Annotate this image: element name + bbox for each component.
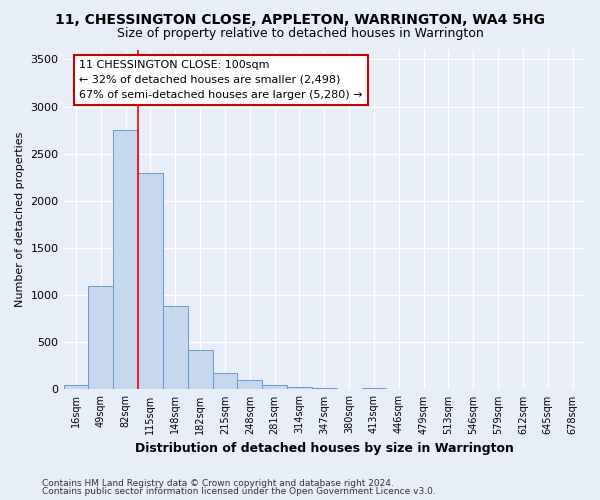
Text: Contains HM Land Registry data © Crown copyright and database right 2024.: Contains HM Land Registry data © Crown c… (42, 478, 394, 488)
Bar (138, 172, 163, 390)
Text: 11, CHESSINGTON CLOSE, APPLETON, WARRINGTON, WA4 5HG: 11, CHESSINGTON CLOSE, APPLETON, WARRING… (55, 12, 545, 26)
Bar (262, 384, 287, 390)
Bar (188, 350, 212, 390)
Bar (163, 306, 188, 390)
Bar (88, 286, 113, 390)
Bar (287, 386, 312, 390)
Text: Contains public sector information licensed under the Open Government Licence v3: Contains public sector information licen… (42, 487, 436, 496)
X-axis label: Distribution of detached houses by size in Warrington: Distribution of detached houses by size … (135, 442, 514, 455)
Bar (113, 130, 138, 390)
Text: Size of property relative to detached houses in Warrington: Size of property relative to detached ho… (116, 28, 484, 40)
Bar (312, 388, 337, 390)
Bar (238, 380, 262, 390)
Text: 11 CHESSINGTON CLOSE: 100sqm
← 32% of detached houses are smaller (2,498)
67% of: 11 CHESSINGTON CLOSE: 100sqm ← 32% of de… (79, 60, 362, 100)
Bar (212, 373, 238, 390)
Bar (362, 388, 386, 390)
Y-axis label: Number of detached properties: Number of detached properties (15, 132, 25, 308)
Bar (64, 384, 88, 390)
